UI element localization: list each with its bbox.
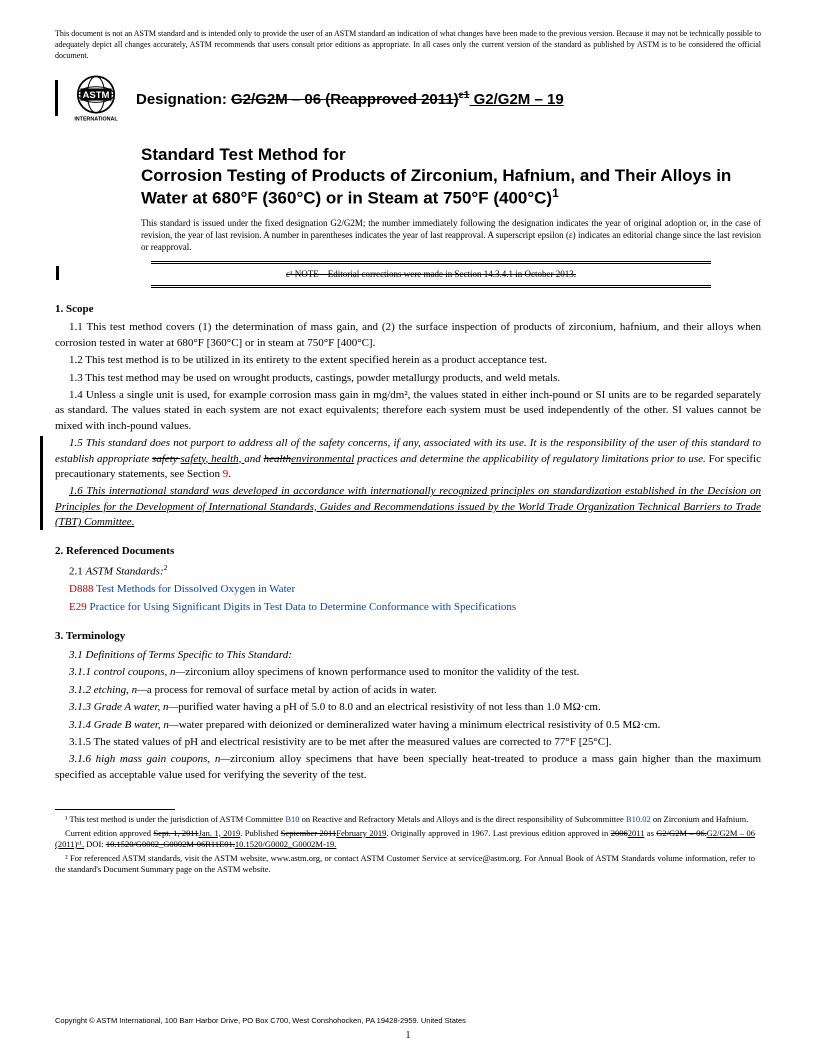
para-3-1-1: 3.1.1 control coupons, n—zirconium alloy… <box>55 665 761 680</box>
issuance-note: This standard is issued under the fixed … <box>141 217 761 253</box>
change-bar-icon <box>55 80 58 116</box>
header-row: ASTM INTERNATIONAL Designation: G2/G2M –… <box>55 72 761 124</box>
para-1-2: 1.2 This test method is to be utilized i… <box>55 353 761 368</box>
svg-text:INTERNATIONAL: INTERNATIONAL <box>74 116 118 122</box>
footnote-1b: Current edition approved Sept. 1, 2011Ja… <box>55 828 755 851</box>
title-line-2: Corrosion Testing of Products of Zirconi… <box>141 166 731 208</box>
svg-text:ASTM: ASTM <box>83 90 110 101</box>
d888-title-link[interactable]: Test Methods for Dissolved Oxygen in Wat… <box>93 583 295 595</box>
section-3-head: 3. Terminology <box>55 629 761 644</box>
para-3-1-4: 3.1.4 Grade B water, n—water prepared wi… <box>55 718 761 733</box>
footnotes-block: ¹ This test method is under the jurisdic… <box>55 803 295 875</box>
designation-old: G2/G2M – 06 (Reapproved 2011) <box>231 91 459 108</box>
section-2-head: 2. Referenced Documents <box>55 544 761 559</box>
b10-link[interactable]: B10 <box>285 814 299 824</box>
designation-old-sup: ε1 <box>459 89 470 101</box>
e29-link[interactable]: E29 <box>69 601 87 613</box>
epsilon-note-box: ε¹ NOTE—Editorial corrections were made … <box>151 261 711 287</box>
para-1-3: 1.3 This test method may be used on wrou… <box>55 371 761 386</box>
para-3-1-6: 3.1.6 high mass gain coupons, n—zirconiu… <box>55 752 761 783</box>
ref-e29: E29 Practice for Using Significant Digit… <box>55 600 761 615</box>
para-1-5: 1.5 This standard does not purport to ad… <box>55 436 761 482</box>
designation-line: Designation: G2/G2M – 06 (Reapproved 201… <box>136 84 564 110</box>
footnote-1: ¹ This test method is under the jurisdic… <box>55 814 755 825</box>
b10-02-link[interactable]: B10.02 <box>626 814 651 824</box>
title-block: Standard Test Method for Corrosion Testi… <box>141 144 761 288</box>
para-1-6: 1.6 This international standard was deve… <box>55 484 761 530</box>
page-number: 1 <box>0 1029 816 1043</box>
designation-label: Designation: <box>136 91 227 108</box>
standard-title: Standard Test Method for Corrosion Testi… <box>141 144 761 209</box>
para-3-1: 3.1 Definitions of Terms Specific to Thi… <box>55 648 761 663</box>
para-1-4: 1.4 Unless a single unit is used, for ex… <box>55 388 761 434</box>
section-1-head: 1. Scope <box>55 302 761 317</box>
footnote-2: ² For referenced ASTM standards, visit t… <box>55 853 755 876</box>
designation-new: G2/G2M – 19 <box>469 91 563 108</box>
epsilon-struck-text: ε¹ NOTE—Editorial corrections were made … <box>286 269 576 279</box>
para-2-1: 2.1 ASTM Standards:2 <box>55 563 761 580</box>
copyright-line: Copyright © ASTM International, 100 Barr… <box>55 1016 761 1026</box>
para-3-1-3: 3.1.3 Grade A water, n—purified water ha… <box>55 700 761 715</box>
para-3-1-2: 3.1.2 etching, n—a process for removal o… <box>55 683 761 698</box>
title-footnote-ref: 1 <box>552 186 559 200</box>
redline-disclaimer: This document is not an ASTM standard an… <box>55 28 761 62</box>
ref-d888: D888 Test Methods for Dissolved Oxygen i… <box>55 582 761 597</box>
para-1-1: 1.1 This test method covers (1) the dete… <box>55 320 761 351</box>
title-line-1: Standard Test Method for <box>141 145 346 164</box>
d888-link[interactable]: D888 <box>69 583 93 595</box>
e29-title-link[interactable]: Practice for Using Significant Digits in… <box>87 601 516 613</box>
para-3-1-5: 3.1.5 The stated values of pH and electr… <box>55 735 761 750</box>
astm-logo-icon: ASTM INTERNATIONAL <box>70 72 122 124</box>
